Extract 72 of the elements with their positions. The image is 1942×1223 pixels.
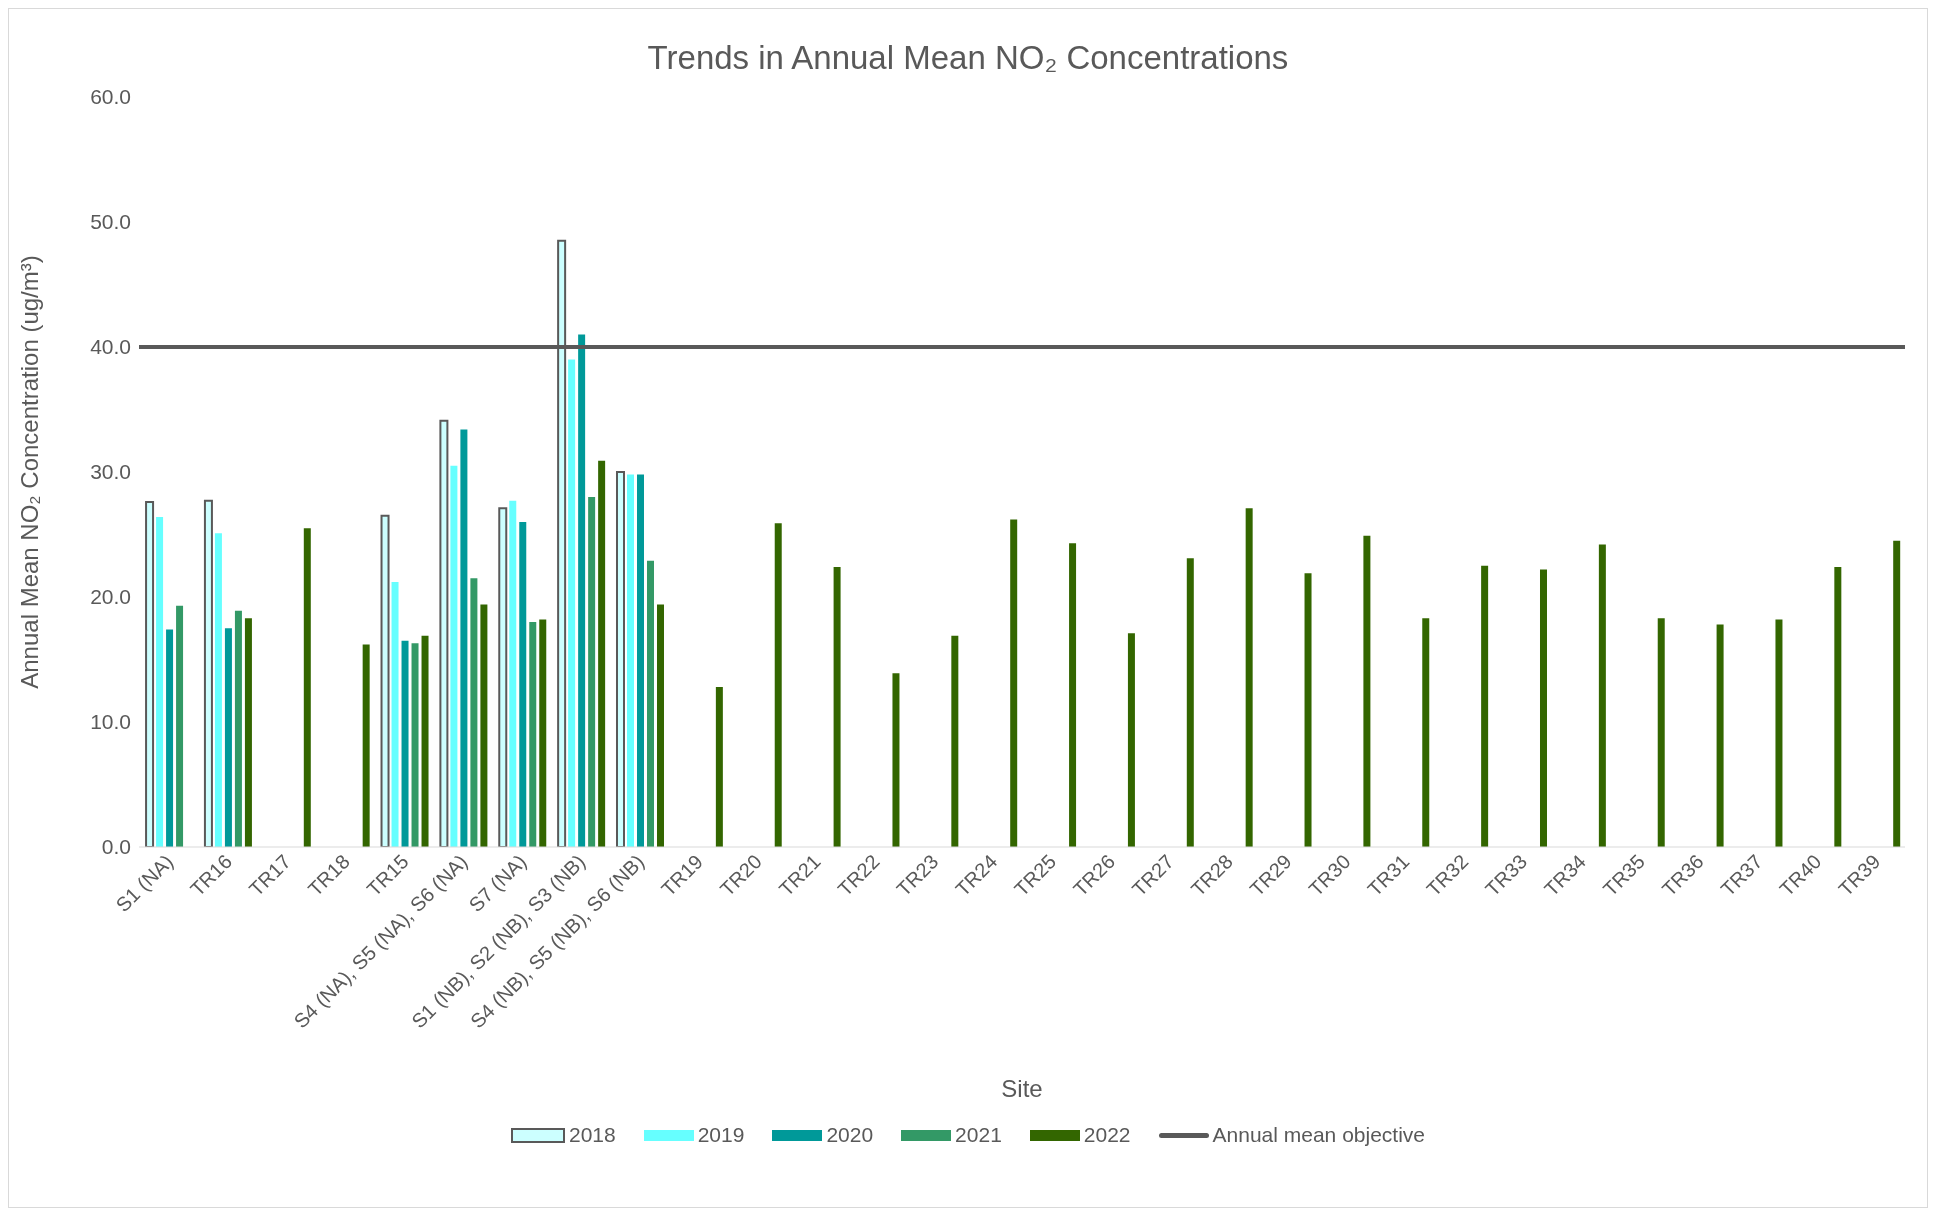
bar xyxy=(715,687,723,847)
legend-label: Annual mean objective xyxy=(1211,1123,1426,1147)
y-tick-label: 10.0 xyxy=(90,710,131,734)
bar xyxy=(1657,618,1665,847)
bar xyxy=(529,622,537,847)
bar xyxy=(1363,535,1371,847)
bar xyxy=(303,528,311,847)
bar xyxy=(480,604,488,847)
y-tick-label: 60.0 xyxy=(90,85,131,109)
bar xyxy=(203,499,213,847)
y-tick-label: 30.0 xyxy=(90,460,131,484)
bar xyxy=(568,359,576,847)
bar xyxy=(892,673,900,847)
bar xyxy=(1834,567,1842,847)
bar xyxy=(380,514,390,847)
bar xyxy=(1069,543,1077,847)
bar xyxy=(774,523,782,847)
bar xyxy=(657,604,664,847)
bar xyxy=(411,643,419,847)
bar xyxy=(598,460,606,847)
bar xyxy=(616,471,625,847)
bar xyxy=(234,610,242,847)
bar xyxy=(1422,618,1430,847)
legend-label: 2022 xyxy=(1082,1123,1131,1147)
bar xyxy=(450,465,458,847)
bar xyxy=(1481,565,1489,847)
legend-label: 2021 xyxy=(954,1123,1002,1147)
bar xyxy=(1010,519,1018,847)
bar xyxy=(588,497,596,847)
bar xyxy=(1127,633,1135,847)
bar xyxy=(401,640,409,847)
bar xyxy=(166,629,174,847)
bar xyxy=(145,501,155,847)
bar xyxy=(1540,569,1547,847)
chart-title: Trends in Annual Mean NO₂ Concentrations xyxy=(646,38,1290,77)
bar xyxy=(214,533,222,847)
bar xyxy=(1716,624,1724,847)
bar xyxy=(244,618,252,847)
bar xyxy=(627,474,634,847)
bar xyxy=(1245,508,1253,847)
y-tick-label: 0.0 xyxy=(101,835,131,859)
bar xyxy=(460,429,468,847)
bar xyxy=(224,628,232,847)
bar xyxy=(578,334,586,847)
bar xyxy=(951,635,959,847)
bar xyxy=(519,522,527,847)
y-tick-label: 40.0 xyxy=(90,335,131,359)
bar xyxy=(647,560,654,847)
bar xyxy=(439,419,449,847)
y-tick-label: 20.0 xyxy=(90,585,131,609)
bar xyxy=(637,474,644,847)
legend-label: 2020 xyxy=(825,1123,874,1147)
bar xyxy=(833,567,841,847)
legend-label: 2018 xyxy=(567,1123,616,1147)
bar xyxy=(498,507,508,847)
bar xyxy=(1186,558,1194,847)
bar xyxy=(391,582,399,847)
bar xyxy=(539,619,547,847)
bar xyxy=(362,644,370,847)
bar xyxy=(1598,544,1606,847)
bar xyxy=(176,605,184,847)
y-tick-label: 50.0 xyxy=(90,210,131,234)
bar xyxy=(421,635,429,847)
bar xyxy=(470,578,478,847)
bar xyxy=(509,500,517,847)
y-axis-title: Annual Mean NO₂ Concentration (ug/m³) xyxy=(15,255,43,689)
legend-label: 2019 xyxy=(696,1123,745,1147)
bar xyxy=(1304,573,1312,847)
bar xyxy=(156,517,164,847)
bar xyxy=(1775,619,1783,847)
bar xyxy=(1893,540,1901,847)
x-axis-title: Site xyxy=(1001,1075,1043,1102)
